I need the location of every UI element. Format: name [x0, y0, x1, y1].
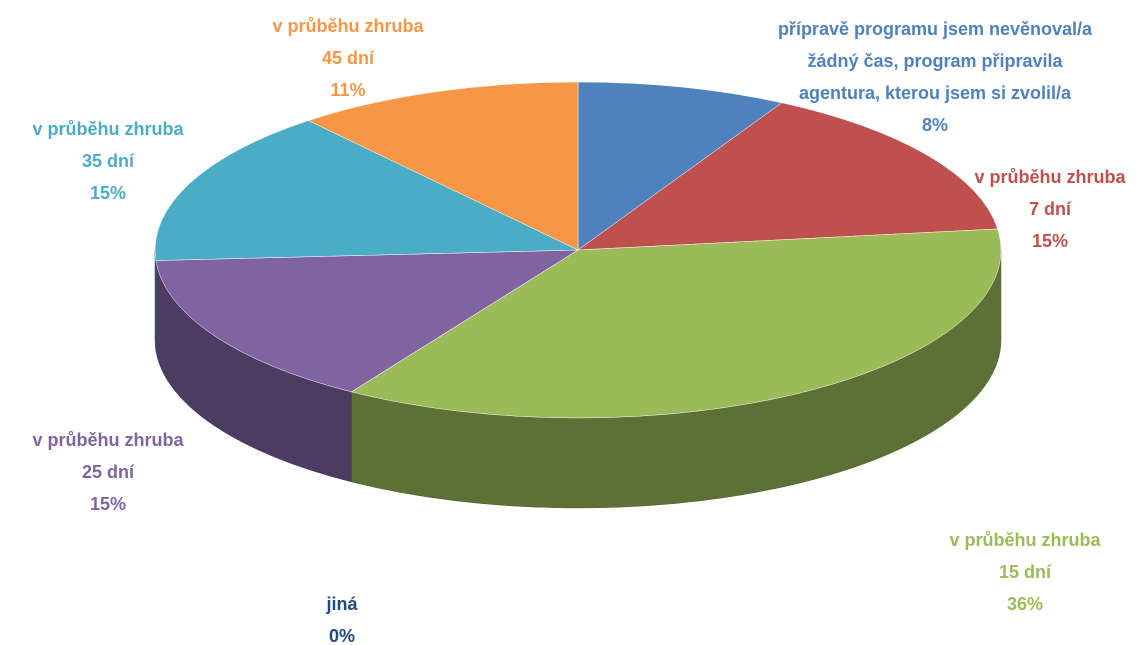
slice-label: 7 dní	[1029, 199, 1072, 219]
pie-slice	[577, 102, 999, 251]
pie-slice	[155, 249, 579, 393]
slice-label: v průběhu zhruba	[974, 167, 1126, 187]
slice-label: žádný čas, program připravila	[807, 51, 1063, 71]
slice-label: v průběhu zhruba	[949, 530, 1101, 550]
pie-slice	[577, 81, 783, 251]
slice-label: 25 dní	[82, 462, 135, 482]
pie-slice	[350, 228, 1002, 419]
slice-label: v průběhu zhruba	[272, 16, 424, 36]
slice-value-label: 15%	[90, 183, 126, 203]
slice-label: v průběhu zhruba	[32, 430, 184, 450]
pie-side	[154, 249, 157, 351]
slice-label: přípravě programu jsem nevěnoval/a	[778, 19, 1093, 39]
slice-label: 45 dní	[322, 48, 375, 68]
slice-value-label: 11%	[330, 80, 365, 100]
slice-label: jiná	[325, 594, 358, 614]
slice-label: agentura, kterou jsem si zvolil/a	[799, 83, 1072, 103]
slice-label: 15 dní	[999, 562, 1052, 582]
slice-value-label: 8%	[922, 115, 948, 135]
slice-label: 35 dní	[82, 151, 135, 171]
slice-label: v průběhu zhruba	[32, 119, 184, 139]
slice-value-label: 15%	[1032, 231, 1068, 251]
slice-value-label: 15%	[90, 494, 126, 514]
slice-value-label: 36%	[1007, 594, 1043, 614]
pie-slice	[307, 81, 579, 251]
slice-value-label: 0%	[329, 626, 355, 645]
pie-slice	[154, 120, 579, 261]
